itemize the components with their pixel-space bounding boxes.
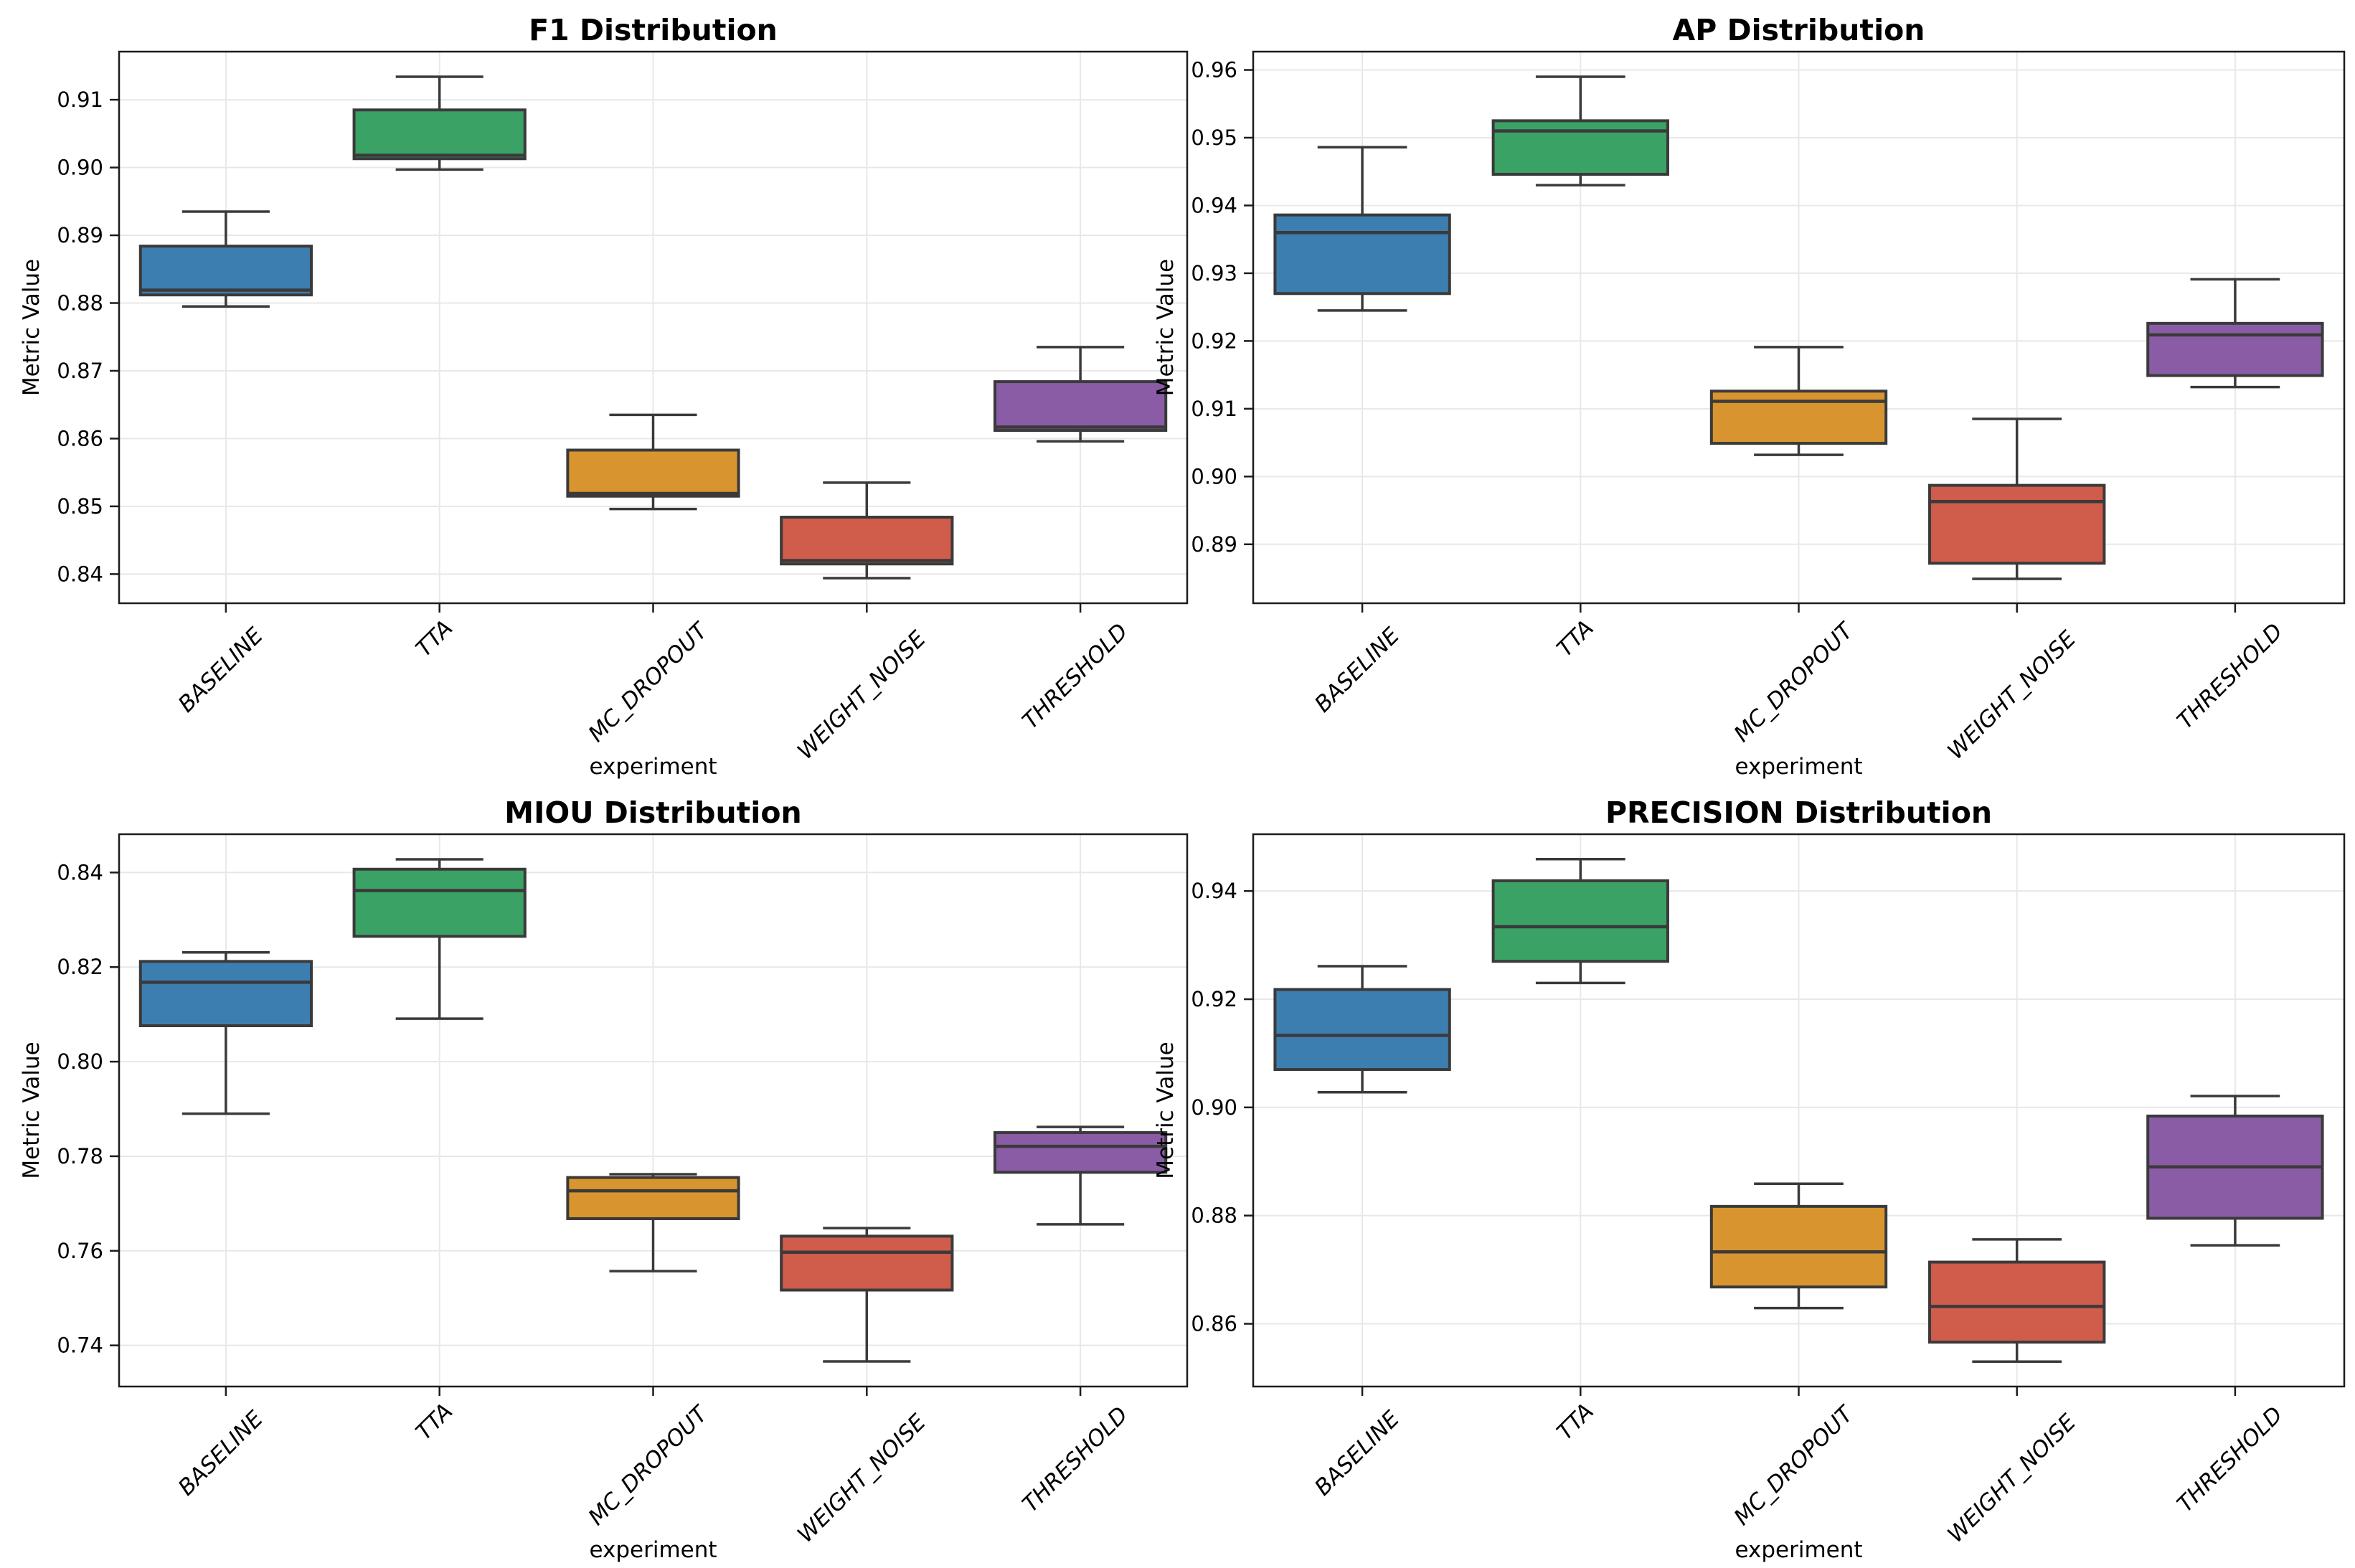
box-mc_dropout [1709,346,1888,456]
box-threshold [2146,1095,2324,1247]
iqr-box [566,1176,740,1220]
iqr-box [1709,1204,1888,1289]
box-weight_noise [780,1227,954,1363]
box-threshold [2146,278,2324,389]
y-axis-label: Metric Value [1153,1042,1179,1179]
y-tick-label: 0.95 [1191,126,1237,150]
y-axis-label: Metric Value [1153,259,1179,396]
iqr-box [1491,879,1669,963]
box-mc_dropout [566,1173,740,1272]
y-tick-label: 0.90 [57,156,103,180]
x-axis-label: experiment [1735,1537,1862,1563]
box-mc_dropout [566,413,740,511]
y-tick-label: 0.80 [57,1049,103,1074]
iqr-box [993,380,1168,433]
y-tick-label: 0.89 [1191,532,1237,557]
y-tick-label: 0.89 [57,223,103,247]
y-tick-label: 0.88 [1191,1204,1237,1228]
y-tick-label: 0.82 [57,955,103,979]
box-baseline [138,210,313,308]
iqr-box [138,245,313,297]
y-tick-label: 0.78 [57,1144,103,1168]
iqr-box [1273,988,1451,1072]
iqr-box [1928,483,2106,565]
x-axis-label: experiment [589,754,717,780]
box-baseline [1273,965,1451,1094]
iqr-box [352,867,527,938]
y-tick-label: 0.94 [1191,193,1237,217]
subplot-title: F1 Distribution [529,13,778,47]
box-weight_noise [1928,417,2106,580]
box-tta [352,858,527,1020]
y-tick-label: 0.91 [57,88,103,112]
box-mc_dropout [1709,1182,1888,1310]
y-tick-label: 0.90 [1191,1095,1237,1120]
y-tick-label: 0.85 [57,494,103,519]
subplot-f1-distribution: 0.840.850.860.870.880.890.900.91BASELINE… [19,13,1189,780]
x-axis-label: experiment [589,1537,717,1563]
box-threshold [993,1125,1168,1226]
box-threshold [993,346,1168,443]
y-tick-label: 0.91 [1191,397,1237,421]
subplot-ap-distribution: 0.890.900.910.920.930.940.950.96BASELINE… [1153,13,2346,780]
y-tick-label: 0.96 [1191,58,1237,82]
iqr-box [1491,119,1669,176]
y-axis-label: Metric Value [19,259,44,396]
y-tick-label: 0.90 [1191,464,1237,488]
iqr-box [1273,213,1451,296]
iqr-box [780,516,954,566]
subplot-title: MIOU Distribution [504,795,801,830]
y-tick-label: 0.84 [57,562,103,586]
iqr-box [2146,321,2324,377]
box-weight_noise [1928,1238,2106,1364]
y-axis-label: Metric Value [19,1042,44,1179]
y-tick-label: 0.88 [57,291,103,315]
iqr-box [566,448,740,498]
x-axis-label: experiment [1735,754,1862,780]
y-tick-label: 0.86 [1191,1312,1237,1336]
y-tick-label: 0.93 [1191,261,1237,285]
y-tick-label: 0.76 [57,1239,103,1263]
y-tick-label: 0.92 [1191,987,1237,1011]
iqr-box [1709,389,1888,445]
box-baseline [138,951,313,1115]
box-tta [352,75,527,171]
iqr-box [993,1130,1168,1174]
y-tick-label: 0.86 [57,426,103,450]
box-tta [1491,75,1669,186]
iqr-box [352,108,527,161]
box-weight_noise [780,481,954,580]
subplot-title: PRECISION Distribution [1605,795,1992,830]
subplot-title: AP Distribution [1673,13,1925,47]
y-tick-label: 0.87 [57,359,103,383]
y-tick-label: 0.94 [1191,879,1237,903]
iqr-box [780,1234,954,1292]
y-tick-label: 0.92 [1191,329,1237,353]
iqr-box [1928,1260,2106,1344]
iqr-box [138,960,313,1027]
y-tick-label: 0.84 [57,860,103,884]
box-baseline [1273,146,1451,312]
box-tta [1491,857,1669,985]
y-tick-label: 0.74 [57,1333,103,1358]
